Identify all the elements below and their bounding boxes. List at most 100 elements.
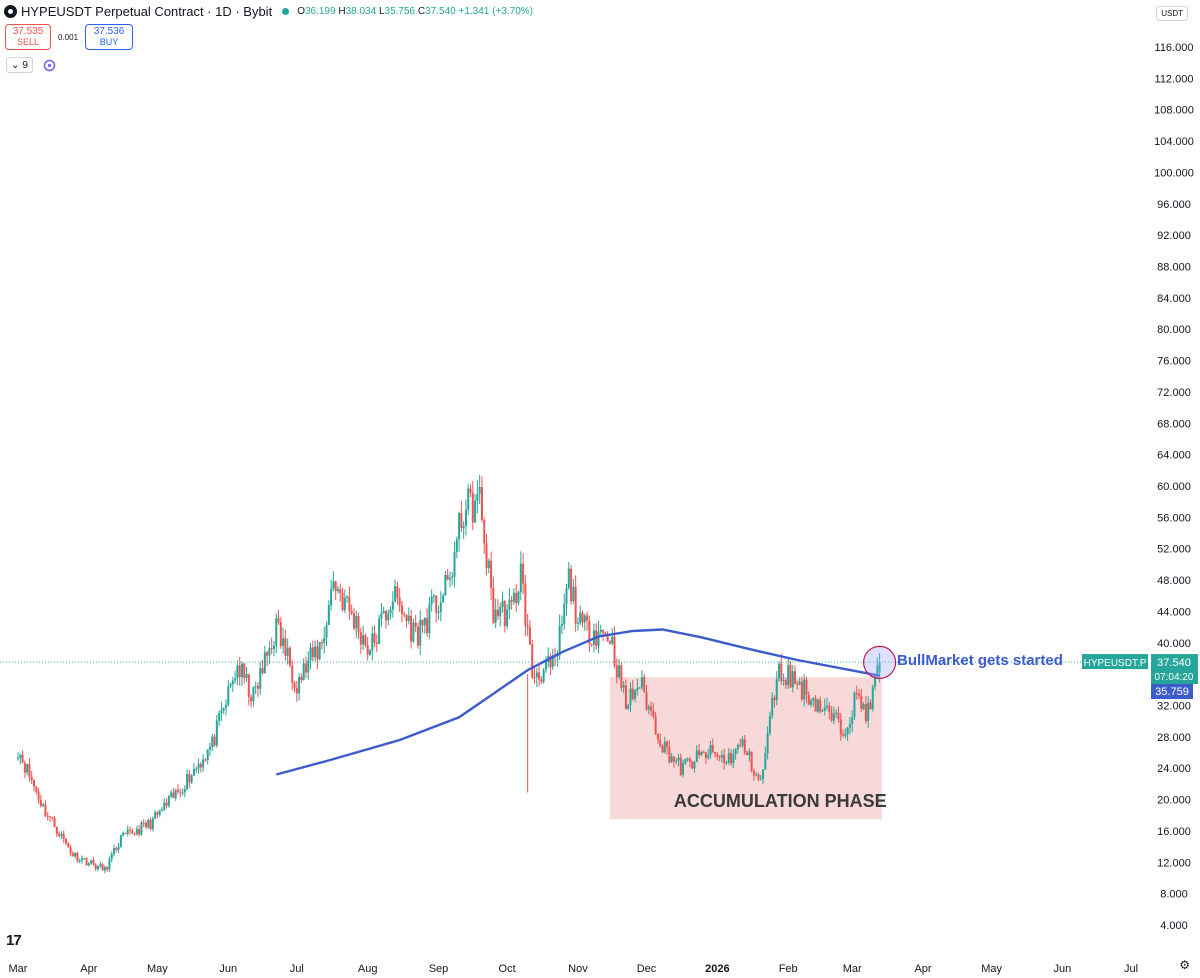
candle-body <box>668 747 671 763</box>
candle <box>748 748 751 762</box>
candle <box>874 673 877 691</box>
candle-body <box>35 786 38 792</box>
candle-body <box>608 641 611 644</box>
candle-body <box>179 791 182 793</box>
candle-body <box>316 646 319 659</box>
candle-body <box>231 680 234 685</box>
candle-body <box>140 822 143 835</box>
candle-body <box>21 754 24 763</box>
candle-body <box>366 645 369 655</box>
candle <box>483 517 486 554</box>
candle <box>234 670 237 684</box>
candle-body <box>638 687 641 689</box>
candle-body <box>174 789 177 799</box>
candle <box>142 819 145 828</box>
candle-body <box>755 774 758 776</box>
sell-button[interactable]: 37.535 SELL <box>5 24 51 50</box>
candle <box>197 758 200 774</box>
candle-body <box>567 568 570 589</box>
candle-body <box>19 754 22 758</box>
candle <box>684 758 687 766</box>
gear-icon[interactable]: ⚙ <box>1179 958 1190 972</box>
candle-body <box>23 762 26 773</box>
candle <box>211 733 214 752</box>
candle <box>186 769 189 791</box>
y-tick-label: 40.000 <box>1157 638 1191 650</box>
candle <box>851 710 854 733</box>
candle-body <box>586 615 589 621</box>
candle <box>535 667 538 687</box>
currency-selector[interactable]: USDT <box>1156 6 1188 21</box>
candle <box>119 834 122 848</box>
sync-icon[interactable] <box>43 59 56 72</box>
candle-body <box>576 622 579 624</box>
candle <box>396 581 399 605</box>
candle-body <box>711 744 714 753</box>
indicators-toggle[interactable]: ⌄ 9 <box>6 57 33 73</box>
candle <box>718 755 721 762</box>
candle <box>832 706 835 725</box>
candle-body <box>659 739 662 746</box>
candle <box>750 751 753 773</box>
candle-body <box>284 638 287 656</box>
candle <box>613 626 616 669</box>
candle <box>158 809 161 817</box>
candle-body <box>830 712 833 721</box>
candle <box>608 640 611 645</box>
candle <box>165 798 168 809</box>
y-tick-label: 92.000 <box>1157 230 1191 242</box>
candle-body <box>629 688 632 706</box>
trade-panel: 37.535 SELL 0.001 37.536 BUY <box>5 24 134 50</box>
candle <box>334 580 337 601</box>
candle-body <box>103 867 106 871</box>
candle-body <box>250 697 253 702</box>
last-price-badge <box>1151 654 1198 685</box>
candle <box>547 647 550 668</box>
candle-body <box>46 815 49 817</box>
candle <box>586 611 589 631</box>
candle <box>64 837 67 846</box>
candle <box>723 748 726 770</box>
candle <box>69 844 72 857</box>
accumulation-zone <box>609 677 882 820</box>
candle <box>746 750 749 756</box>
candle <box>236 660 239 686</box>
buy-button[interactable]: 37.536 BUY <box>85 24 134 50</box>
candle-body <box>28 763 31 777</box>
candle-body <box>435 595 438 613</box>
candle <box>720 750 723 763</box>
candle <box>803 674 806 707</box>
candle <box>522 552 525 595</box>
candle <box>206 749 209 765</box>
candle-body <box>291 665 294 683</box>
candle-body <box>764 753 767 770</box>
candle-body <box>455 539 458 552</box>
candle <box>478 474 481 504</box>
candle <box>599 624 602 636</box>
candle-body <box>117 846 120 850</box>
candle <box>414 614 417 633</box>
candle <box>293 681 296 693</box>
candle-body <box>58 833 61 836</box>
candle <box>428 596 431 640</box>
candle <box>423 617 426 634</box>
y-tick-label: 48.000 <box>1157 575 1191 587</box>
candle-body <box>279 622 282 647</box>
candle <box>39 794 42 808</box>
candle <box>501 591 504 613</box>
candle <box>551 648 554 671</box>
candle <box>515 584 518 612</box>
candle <box>538 663 541 687</box>
candle <box>176 784 179 795</box>
candle <box>85 857 88 866</box>
candle <box>508 588 511 620</box>
symbol-title[interactable]: HYPEUSDT Perpetual Contract · 1D · Bybit <box>21 4 273 19</box>
candle <box>350 604 353 616</box>
candle <box>661 744 664 754</box>
candle <box>218 710 221 727</box>
accumulation-label: ACCUMULATION PHASE <box>674 791 887 811</box>
candle <box>138 825 141 837</box>
ohlc-values: O36.199 H38.034 L35.756 C37.540 +1.341 (… <box>297 6 533 17</box>
candle-body <box>156 812 159 815</box>
